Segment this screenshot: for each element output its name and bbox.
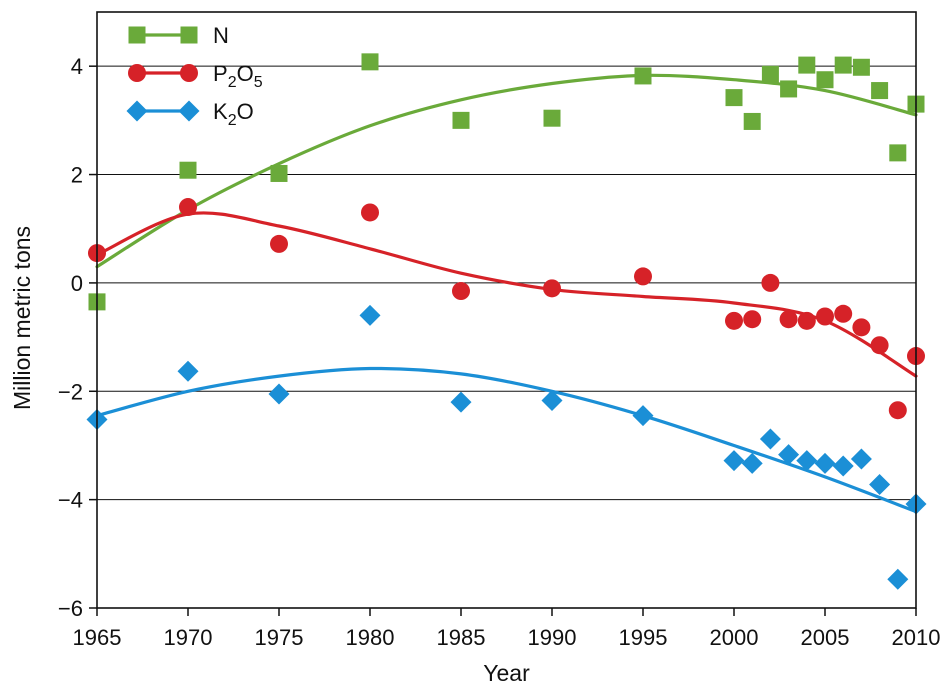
data-point-series-2 bbox=[450, 391, 472, 413]
legend-label: P2O5 bbox=[213, 61, 263, 91]
data-point-series-0 bbox=[852, 58, 870, 76]
data-point-series-2 bbox=[541, 389, 563, 411]
legend-marker bbox=[128, 26, 146, 44]
data-point-series-1 bbox=[834, 304, 853, 323]
x-axis-title: Year bbox=[483, 660, 530, 686]
trend-line-series-2 bbox=[95, 366, 918, 514]
data-point-series-1 bbox=[179, 198, 197, 217]
data-point-series-2 bbox=[632, 405, 654, 427]
data-point-series-0 bbox=[834, 56, 852, 74]
data-point-series-1 bbox=[779, 310, 798, 329]
data-point-series-0 bbox=[816, 71, 834, 89]
data-point-series-2 bbox=[759, 428, 781, 450]
data-point-series-0 bbox=[634, 67, 652, 85]
x-tick-label: 1990 bbox=[528, 625, 577, 650]
data-point-series-2 bbox=[741, 452, 763, 474]
y-tick-label: 2 bbox=[71, 163, 83, 188]
data-point-series-1 bbox=[816, 307, 834, 326]
data-point-series-0 bbox=[780, 80, 798, 98]
y-tick-label: 0 bbox=[71, 271, 83, 296]
legend-label: K2O bbox=[213, 99, 254, 129]
y-tick-label: −6 bbox=[58, 596, 83, 621]
x-tick-label: 1985 bbox=[437, 625, 486, 650]
data-point-series-0 bbox=[725, 89, 743, 107]
x-tick-label: 2005 bbox=[801, 625, 850, 650]
data-point-series-2 bbox=[814, 452, 836, 474]
legend-marker bbox=[180, 26, 198, 44]
data-point-series-0 bbox=[543, 109, 561, 127]
trend-line-series-1 bbox=[95, 211, 918, 378]
legend-marker bbox=[126, 100, 148, 122]
x-tick-label: 1980 bbox=[346, 625, 395, 650]
y-tick-label: 4 bbox=[71, 54, 83, 79]
data-point-series-1 bbox=[725, 311, 743, 330]
data-point-series-2 bbox=[268, 383, 290, 405]
data-point-series-1 bbox=[634, 267, 652, 286]
data-point-series-0 bbox=[743, 112, 761, 130]
data-point-series-0 bbox=[798, 56, 816, 74]
data-point-series-0 bbox=[452, 111, 470, 129]
x-tick-label: 1975 bbox=[255, 625, 304, 650]
x-tick-label: 2010 bbox=[892, 625, 941, 650]
y-tick-label: −4 bbox=[58, 488, 83, 513]
data-point-series-2 bbox=[359, 304, 381, 326]
legend-marker bbox=[128, 64, 146, 82]
data-point-series-2 bbox=[723, 450, 745, 472]
data-point-series-0 bbox=[179, 161, 197, 179]
data-point-series-1 bbox=[761, 273, 780, 292]
data-point-series-1 bbox=[270, 234, 288, 253]
data-point-series-0 bbox=[270, 164, 288, 182]
data-point-series-2 bbox=[796, 450, 818, 472]
data-point-series-1 bbox=[797, 311, 816, 330]
y-axis-ticks: 4 2 0 −2 −4 −6 bbox=[58, 54, 97, 621]
legend: N P2O5 K2O bbox=[126, 23, 263, 129]
data-point-series-1 bbox=[888, 401, 907, 420]
data-points bbox=[86, 53, 927, 590]
legend-marker bbox=[178, 100, 200, 122]
x-tick-label: 1965 bbox=[73, 625, 122, 650]
data-point-series-0 bbox=[761, 65, 779, 83]
trend-lines bbox=[95, 73, 918, 514]
data-point-series-0 bbox=[361, 53, 379, 71]
trend-line-series-0 bbox=[95, 73, 918, 269]
x-tick-label: 1970 bbox=[164, 625, 213, 650]
data-point-series-2 bbox=[177, 360, 199, 382]
x-tick-label: 1995 bbox=[619, 625, 668, 650]
data-point-series-1 bbox=[452, 282, 470, 301]
data-point-series-2 bbox=[887, 568, 909, 590]
data-point-series-1 bbox=[852, 318, 871, 337]
plot-frame bbox=[96, 11, 917, 609]
data-point-series-1 bbox=[870, 336, 889, 355]
data-point-series-1 bbox=[361, 203, 379, 222]
data-point-series-1 bbox=[543, 279, 561, 298]
data-point-series-1 bbox=[743, 310, 762, 329]
data-point-series-2 bbox=[850, 448, 872, 470]
x-tick-label: 2000 bbox=[710, 625, 759, 650]
x-axis-ticks: 1965 1970 1975 1980 1985 1990 1995 2000 2005 2010 bbox=[73, 608, 941, 650]
y-axis-title: Million metric tons bbox=[9, 226, 35, 410]
legend-label: N bbox=[213, 23, 229, 48]
data-point-series-2 bbox=[832, 455, 854, 477]
data-point-series-2 bbox=[778, 444, 800, 466]
y-tick-label: −2 bbox=[58, 379, 83, 404]
data-point-series-0 bbox=[889, 144, 907, 162]
data-point-series-0 bbox=[871, 82, 889, 100]
data-point-series-2 bbox=[869, 473, 891, 495]
legend-marker bbox=[180, 64, 198, 82]
